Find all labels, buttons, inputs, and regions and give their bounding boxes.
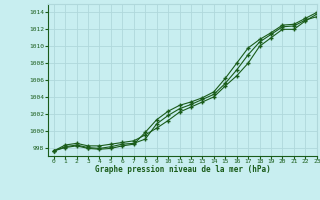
- X-axis label: Graphe pression niveau de la mer (hPa): Graphe pression niveau de la mer (hPa): [94, 165, 270, 174]
